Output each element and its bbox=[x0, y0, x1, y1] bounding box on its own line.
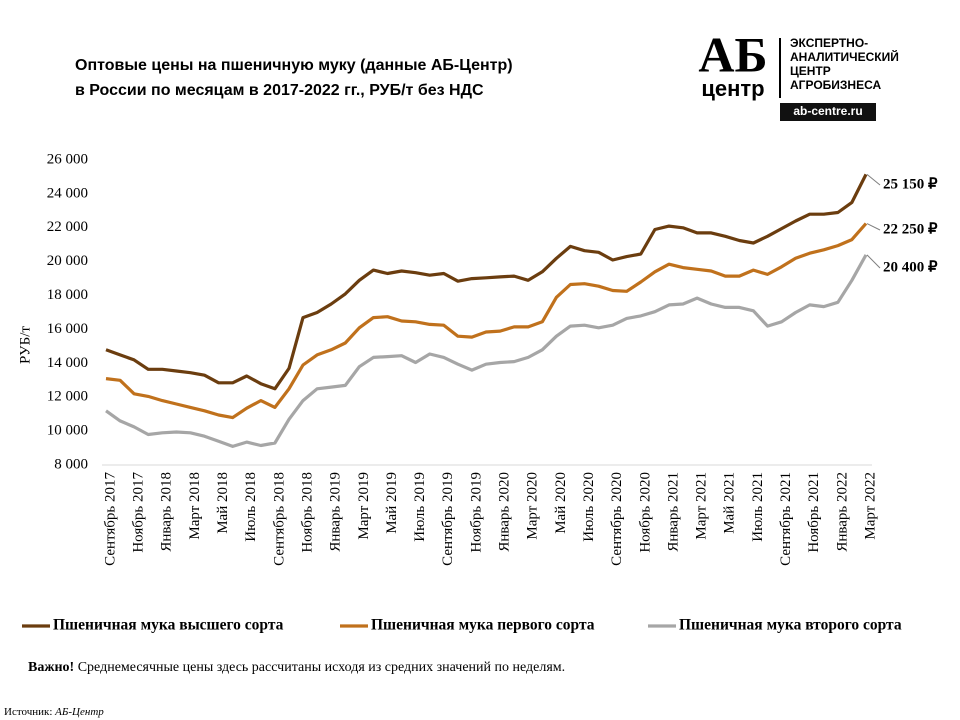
x-tick-label: Январь 2022 bbox=[834, 472, 850, 552]
x-tick-label: Сентябрь 2020 bbox=[609, 472, 625, 566]
x-tick-label: Май 2021 bbox=[722, 472, 738, 534]
end-label: 20 400 ₽ bbox=[883, 259, 938, 275]
series-line bbox=[105, 173, 868, 391]
logo-sub: центр bbox=[701, 76, 764, 101]
logo-site-box bbox=[780, 103, 876, 121]
x-tick-label: Март 2018 bbox=[187, 472, 203, 540]
x-tick-label: Ноябрь 2021 bbox=[806, 472, 822, 553]
logo-line: ЭКСПЕРТНО- bbox=[790, 36, 868, 50]
x-tick-label: Ноябрь 2020 bbox=[637, 472, 653, 553]
logo-line: ЦЕНТР bbox=[790, 64, 831, 78]
logo-site: ab-centre.ru bbox=[793, 104, 862, 118]
x-tick-label: Март 2019 bbox=[356, 472, 372, 540]
x-tick-label: Март 2022 bbox=[862, 472, 878, 540]
x-tick-label: Январь 2019 bbox=[328, 472, 344, 552]
y-tick-label: 16 000 bbox=[47, 321, 88, 337]
y-tick-label: 14 000 bbox=[47, 355, 88, 371]
legend-label: Пшеничная мука высшего сорта bbox=[53, 617, 284, 634]
x-tick-label: Сентябрь 2017 bbox=[102, 472, 118, 566]
logo-line: АНАЛИТИЧЕСКИЙ bbox=[790, 49, 899, 64]
note-text: Среднемесячные цены здесь рассчитаны исх… bbox=[78, 660, 565, 675]
x-tick-label: Январь 2020 bbox=[497, 472, 513, 552]
x-tick-label: Ноябрь 2019 bbox=[468, 472, 484, 553]
series-line bbox=[105, 222, 868, 420]
x-tick-label: Сентябрь 2018 bbox=[271, 472, 287, 566]
x-tick-label: Март 2020 bbox=[525, 472, 541, 540]
logo-line: АГРОБИЗНЕСА bbox=[790, 78, 881, 92]
x-tick-label: Январь 2021 bbox=[665, 472, 681, 552]
legend-label: Пшеничная мука первого сорта bbox=[371, 617, 595, 634]
x-tick-label: Ноябрь 2017 bbox=[131, 472, 147, 553]
end-label: 25 150 ₽ bbox=[883, 176, 938, 192]
x-tick-label: Май 2020 bbox=[553, 472, 569, 534]
chart-title: Оптовые цены на пшеничную муку (данные А… bbox=[75, 57, 513, 74]
y-tick-label: 12 000 bbox=[47, 389, 88, 405]
y-tick-label: 10 000 bbox=[47, 423, 88, 439]
logo-mark: АБ bbox=[698, 26, 767, 82]
x-tick-label: Июль 2020 bbox=[581, 472, 597, 542]
x-tick-label: Май 2019 bbox=[384, 472, 400, 534]
label-leader bbox=[866, 174, 881, 186]
source: Источник: АБ-Центр bbox=[4, 706, 104, 718]
x-tick-label: Ноябрь 2018 bbox=[299, 472, 315, 553]
note-bold: Важно! bbox=[28, 660, 74, 675]
x-tick-label: Май 2018 bbox=[215, 472, 231, 534]
note: Важно! Среднемесячные цены здесь рассчит… bbox=[28, 660, 565, 675]
x-tick-label: Июль 2019 bbox=[412, 472, 428, 542]
y-tick-label: 26 000 bbox=[47, 151, 88, 167]
y-tick-label: 18 000 bbox=[47, 287, 88, 303]
x-tick-label: Январь 2018 bbox=[159, 472, 175, 552]
x-tick-label: Сентябрь 2021 bbox=[778, 472, 794, 566]
series-line bbox=[105, 254, 868, 448]
source-name: АБ-Центр bbox=[54, 706, 104, 718]
y-tick-label: 20 000 bbox=[47, 253, 88, 269]
label-leader bbox=[866, 254, 881, 269]
source-label: Источник: bbox=[4, 706, 52, 718]
x-tick-label: Март 2021 bbox=[694, 472, 710, 540]
y-axis-title: РУБ/т bbox=[17, 326, 33, 364]
logo: АБ центр ЭКСПЕРТНО- АНАЛИТИЧЕСКИЙ ЦЕНТР … bbox=[698, 26, 899, 121]
chart-title: в России по месяцам в 2017-2022 гг., РУБ… bbox=[75, 82, 484, 99]
label-leader bbox=[866, 223, 881, 231]
x-tick-label: Июль 2018 bbox=[243, 472, 259, 542]
y-tick-label: 22 000 bbox=[47, 219, 88, 235]
x-tick-label: Июль 2021 bbox=[750, 472, 766, 542]
end-label: 22 250 ₽ bbox=[883, 221, 938, 237]
legend-label: Пшеничная мука второго сорта bbox=[679, 617, 902, 634]
y-tick-label: 8 000 bbox=[54, 456, 88, 472]
y-tick-label: 24 000 bbox=[47, 185, 88, 201]
x-tick-label: Сентябрь 2019 bbox=[440, 472, 456, 566]
